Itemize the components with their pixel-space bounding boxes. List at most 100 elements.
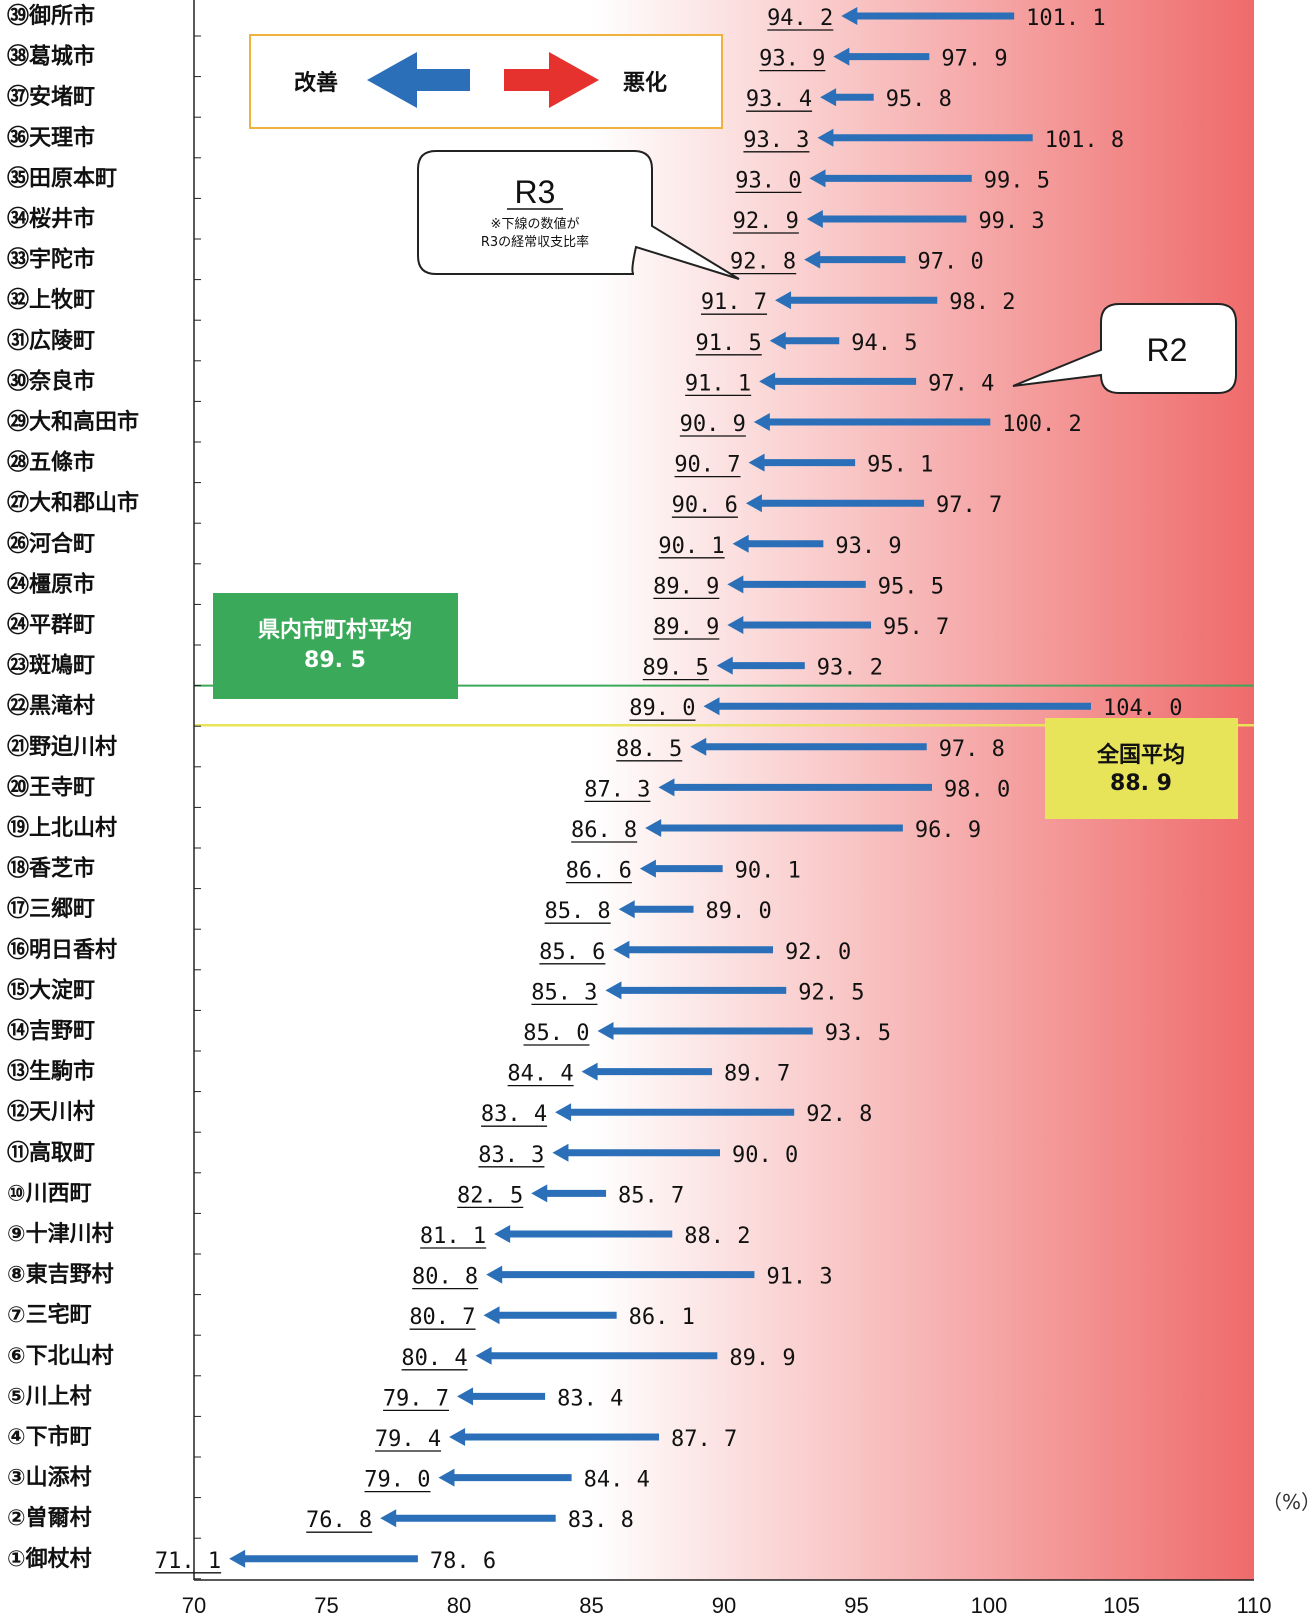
change-arrow [618,900,694,919]
change-arrow [769,331,840,350]
row-label: ㊱天理市 [7,125,95,151]
change-arrow [732,534,824,553]
data-row: ⑫天川村 83. 4 92. 8 [7,1099,872,1127]
data-row: ⑯明日香村 85. 6 92. 0 [7,937,851,965]
change-arrow [745,494,925,513]
r2-value: 93. 9 [835,534,901,559]
x-tick-label: 90 [712,1593,736,1618]
r2-value: 95. 5 [878,574,944,599]
data-row: ㉙大和高田市 90. 9 100. 2 [7,409,1082,437]
x-tick-label: 95 [844,1593,868,1618]
r3-value: 80. 4 [401,1346,467,1371]
r3-callout-note-2: R3の経常収支比率 [481,234,589,250]
data-rows: ㊴御所市 94. 2 101. 1 ㊳葛城市 93. 9 97. 9 ㊲安堵町 93. 4 95… [7,3,1182,1574]
r2-value: 93. 5 [825,1021,891,1046]
change-arrow [775,291,938,310]
data-row: ⑱香芝市 86. 6 90. 1 [7,856,801,884]
change-arrow [658,778,932,797]
data-row: ⑩川西町 82. 5 85. 7 [7,1181,684,1208]
x-tick-label: 80 [447,1593,471,1618]
change-arrow [759,372,917,391]
r3-value: 90. 6 [672,493,738,518]
data-row: ⑲上北山村 86. 8 96. 9 [7,815,981,843]
data-row: ⑧東吉野村 80. 8 91. 3 [7,1262,833,1290]
data-row: ⑪高取町 83. 3 90. 0 [7,1140,798,1168]
data-row: ㉖河合町 90. 1 93. 9 [7,531,902,559]
row-label: ④下市町 [7,1424,92,1450]
row-label: ㉜上牧町 [7,287,95,313]
change-arrow [552,1143,720,1162]
change-arrow [639,859,723,878]
change-arrow [804,250,906,269]
data-row: ⑳王寺町 87. 3 98. 0 [7,774,1010,802]
unit-label: （%） [1262,1490,1311,1514]
r3-value: 80. 7 [409,1305,475,1330]
row-label: ⑱香芝市 [7,856,95,882]
r2-value: 95. 7 [883,615,949,640]
r3-value: 85. 8 [544,899,610,924]
r2-value: 84. 4 [584,1468,650,1493]
change-arrow [494,1225,673,1243]
change-arrow [753,413,991,431]
data-row: ①御杖村 71. 1 78. 6 [7,1546,496,1574]
r2-value: 98. 2 [949,290,1015,315]
r3-value: 86. 6 [566,859,632,884]
change-arrow [581,1062,713,1081]
r2-value: 101. 1 [1026,6,1105,31]
row-label: ㊳葛城市 [7,44,95,70]
r2-value: 95. 8 [886,87,952,112]
data-row: ⑬生駒市 84. 4 89. 7 [7,1059,790,1087]
r3-value: 93. 0 [735,168,801,193]
change-arrow [555,1103,795,1122]
row-label: ③山添村 [7,1466,92,1491]
r3-value: 92. 9 [733,209,799,234]
row-label: ⑥下北山村 [7,1344,114,1369]
r2-value: 97. 9 [941,47,1007,72]
row-label: ㊲安堵町 [7,84,95,110]
r3-callout: R3 ※下線の数値が R3の経常収支比率 [417,150,740,280]
x-tick-label: 70 [182,1593,206,1618]
legend-frame [249,34,723,129]
prefecture-average-box-bg [213,593,458,699]
data-row: ㉚奈良市 91. 1 97. 4 [7,368,994,396]
data-row: ⑨十津川村 81. 1 88. 2 [7,1221,751,1249]
data-row: ㊳葛城市 93. 9 97. 9 [7,44,1008,72]
r2-value: 94. 5 [851,331,917,356]
data-row: ㉜上牧町 91. 7 98. 2 [7,287,1016,315]
r2-callout: R2 [1012,303,1237,394]
x-tick-label: 100 [971,1593,1008,1618]
row-label: ㉟田原本町 [7,165,117,191]
r3-value: 91. 7 [701,290,767,315]
legend: 改善 悪化 [249,34,723,129]
row-label: ⑬生駒市 [7,1059,95,1085]
data-row: ㉔橿原市 89. 9 95. 5 [7,571,944,599]
data-row: ③山添村 79. 0 84. 4 [7,1466,650,1493]
r3-value: 89. 0 [629,696,695,721]
change-arrow [748,453,856,472]
change-arrow [475,1346,718,1365]
r3-value: 92. 8 [730,250,796,275]
r2-value: 93. 2 [817,656,883,681]
row-label: ⑧東吉野村 [7,1262,114,1288]
r3-value: 79. 4 [375,1427,441,1452]
r2-value: 85. 7 [618,1183,684,1208]
change-arrow [449,1428,660,1446]
national-average-label: 全国平均 [1096,742,1185,768]
r3-value: 79. 0 [364,1468,430,1493]
row-label: ⑳王寺町 [7,774,95,800]
data-row: ㉗大和郡山市 90. 6 97. 7 [7,490,1002,518]
r3-value: 87. 3 [584,777,650,802]
row-label: ⑩川西町 [7,1181,92,1206]
r2-value: 89. 7 [724,1062,790,1087]
r3-value: 89. 9 [653,574,719,599]
row-label: ⑤川上村 [7,1384,92,1409]
change-arrow [841,7,1015,25]
data-row: ⑭吉野町 85. 0 93. 5 [7,1018,891,1046]
row-label: ㉚奈良市 [7,368,95,394]
legend-improve-arrow [367,52,470,108]
r3-value: 83. 4 [481,1102,547,1127]
r2-value: 90. 0 [732,1143,798,1168]
r3-value: 85. 0 [523,1021,589,1046]
y-axis-ticks [194,35,201,1580]
